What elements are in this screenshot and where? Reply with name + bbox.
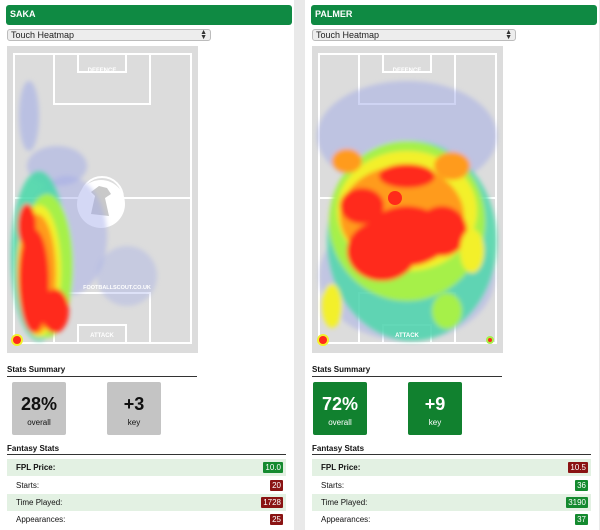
heatmap-type-select[interactable]: Touch Heatmap ▲ ▼ bbox=[312, 29, 516, 41]
key-value: +3 bbox=[123, 394, 145, 414]
pitch-label-defence: DEFENCE bbox=[88, 68, 117, 74]
fantasy-label: Time Played: bbox=[321, 498, 368, 507]
stats-summary-divider bbox=[312, 376, 502, 377]
corner-marker bbox=[486, 336, 494, 344]
fantasy-row-appearances: Appearances: 37 bbox=[312, 511, 591, 528]
overall-value: 28% bbox=[20, 394, 58, 414]
key-label: key bbox=[428, 418, 442, 427]
stats-summary-title: Stats Summary bbox=[312, 365, 371, 374]
key-value: +9 bbox=[424, 394, 446, 414]
fantasy-value: 37 bbox=[575, 514, 588, 525]
overall-label: overall bbox=[27, 418, 51, 427]
fantasy-label: Starts: bbox=[16, 481, 40, 490]
select-value: Touch Heatmap bbox=[316, 30, 380, 40]
pitch-label-attack: ATTACK bbox=[90, 333, 114, 339]
select-arrows-icon: ▲ ▼ bbox=[505, 29, 512, 41]
fantasy-value: 20 bbox=[270, 480, 283, 491]
stats-summary-title: Stats Summary bbox=[7, 365, 66, 374]
player-panel-saka: SAKA Touch Heatmap ▲ ▼ bbox=[0, 0, 294, 530]
player-header: SAKA bbox=[6, 5, 292, 25]
fantasy-value: 36 bbox=[575, 480, 588, 491]
pitch-label-defence: DEFENCE bbox=[393, 68, 422, 74]
key-stat-box: +9 key bbox=[408, 382, 462, 435]
fantasy-label: Starts: bbox=[321, 481, 345, 490]
overall-stat-box: 28% overall bbox=[12, 382, 66, 435]
select-arrows-icon: ▲ ▼ bbox=[200, 29, 207, 41]
key-stat-box: +3 key bbox=[107, 382, 161, 435]
stats-summary-divider bbox=[7, 376, 197, 377]
fantasy-stats-divider bbox=[7, 454, 286, 455]
corner-marker bbox=[11, 334, 23, 346]
player-panel-palmer: PALMER Touch Heatmap ▲ ▼ bbox=[305, 0, 599, 530]
corner-marker bbox=[317, 334, 329, 346]
fantasy-stats-divider bbox=[312, 454, 591, 455]
fantasy-row-appearances: Appearances: 25 bbox=[7, 511, 286, 528]
select-value: Touch Heatmap bbox=[11, 30, 75, 40]
pitch-label-attack: ATTACK bbox=[395, 333, 419, 339]
player-header: PALMER bbox=[311, 5, 597, 25]
fantasy-value: 10.5 bbox=[568, 462, 588, 473]
fantasy-row-time-played: Time Played: 1728 bbox=[7, 494, 286, 511]
fantasy-label: Appearances: bbox=[321, 515, 371, 524]
touch-heatmap: DEFENCE ATTACK FOOTBALLSCOUT.CO.UK bbox=[7, 46, 198, 353]
key-label: key bbox=[127, 418, 141, 427]
fantasy-row-fpl-price: FPL Price: 10.0 bbox=[7, 459, 286, 476]
fantasy-row-starts: Starts: 20 bbox=[7, 477, 286, 494]
touch-heatmap: DEFENCE ATTACK bbox=[312, 46, 503, 353]
player-name: PALMER bbox=[315, 9, 353, 19]
fantasy-row-time-played: Time Played: 3190 bbox=[312, 494, 591, 511]
heat-hotspot bbox=[388, 191, 402, 205]
fantasy-row-starts: Starts: 36 bbox=[312, 477, 591, 494]
fantasy-stats-title: Fantasy Stats bbox=[7, 444, 60, 453]
pitch-watermark: FOOTBALLSCOUT.CO.UK bbox=[83, 285, 151, 291]
fantasy-label: FPL Price: bbox=[321, 463, 361, 472]
fantasy-row-fpl-price: FPL Price: 10.5 bbox=[312, 459, 591, 476]
fantasy-label: Time Played: bbox=[16, 498, 63, 507]
overall-value: 72% bbox=[321, 394, 359, 414]
fantasy-label: FPL Price: bbox=[16, 463, 56, 472]
fantasy-stats-title: Fantasy Stats bbox=[312, 444, 365, 453]
fantasy-value: 25 bbox=[270, 514, 283, 525]
heatmap-type-select[interactable]: Touch Heatmap ▲ ▼ bbox=[7, 29, 211, 41]
overall-label: overall bbox=[328, 418, 352, 427]
fantasy-value: 3190 bbox=[566, 497, 588, 508]
player-name: SAKA bbox=[10, 9, 36, 19]
fantasy-value: 1728 bbox=[261, 497, 283, 508]
fantasy-label: Appearances: bbox=[16, 515, 66, 524]
heat-blobs bbox=[11, 81, 157, 341]
fantasy-value: 10.0 bbox=[263, 462, 283, 473]
overall-stat-box: 72% overall bbox=[313, 382, 367, 435]
heat-blobs bbox=[317, 81, 497, 341]
